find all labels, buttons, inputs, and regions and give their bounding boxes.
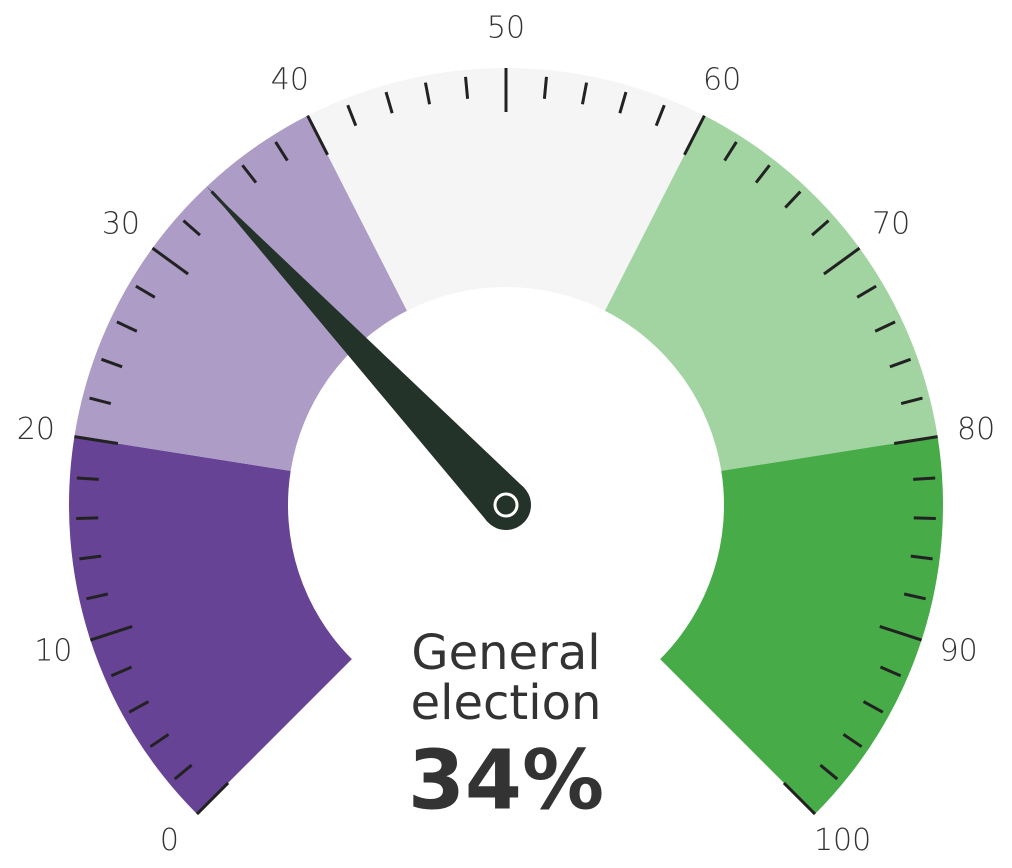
minor-tick [856,284,877,299]
minor-tick [903,592,926,601]
tick-label: 60 [703,62,741,97]
needle [206,186,525,523]
tick-label: 90 [940,634,978,669]
tick-label: 10 [34,634,72,669]
minor-tick [784,190,802,209]
minor-tick [654,104,666,127]
minor-tick [116,320,138,333]
minor-tick [819,763,839,781]
tick-label: 20 [17,412,55,447]
minor-tick [580,82,589,105]
minor-tick [135,284,156,299]
band [307,67,705,311]
minor-tick [900,396,923,405]
minor-tick [346,104,358,127]
minor-tick [862,700,884,714]
minor-tick [879,665,902,678]
minor-tick [110,665,133,678]
minor-tick [754,164,771,184]
tick-label: 80 [957,412,995,447]
value-label: 34% [408,733,604,828]
minor-tick [384,91,394,114]
tick-label: 0 [160,823,179,858]
minor-tick [241,164,258,184]
needle-hub [481,480,531,530]
minor-tick [889,357,912,369]
minor-tick [173,763,193,781]
gauge-label: General [411,625,600,681]
bands [68,67,943,815]
major-tick [89,625,133,642]
major-tick [893,435,938,446]
major-tick [306,114,329,156]
minor-tick [128,700,150,714]
minor-tick [76,516,99,521]
tick-label: 40 [271,62,309,97]
tick-label: 30 [102,207,140,242]
band [68,436,352,815]
minor-tick [464,76,470,99]
minor-tick [913,516,936,521]
minor-tick [842,733,863,748]
minor-tick [913,476,936,481]
minor-tick [149,733,170,748]
major-tick [683,114,706,156]
minor-tick [100,357,123,369]
ticks: 0 10 20 30 40 50 60 70 80 90 100 [17,11,995,859]
major-tick [823,246,861,276]
band [74,115,408,471]
minor-tick [89,396,112,405]
minor-tick [86,592,109,601]
major-tick [195,781,230,816]
minor-tick [618,91,628,114]
band [604,115,938,471]
minor-tick [723,141,738,162]
tick-label: 70 [872,207,910,242]
minor-tick [874,320,896,333]
minor-tick [423,82,432,105]
major-tick [151,246,189,276]
major-tick [74,435,119,446]
minor-tick [811,219,830,237]
gauge-label: election [411,675,602,731]
tick-label: 50 [487,11,525,46]
major-tick [879,625,923,642]
tick-label: 100 [814,823,871,858]
needle-group [206,186,531,530]
major-tick [782,781,817,816]
minor-tick [79,554,102,561]
minor-tick [182,219,201,237]
minor-tick [910,554,933,561]
minor-tick [274,141,289,162]
needle-hub-ring [493,492,519,518]
band [660,436,943,815]
minor-tick [76,476,99,481]
minor-tick [542,76,548,99]
